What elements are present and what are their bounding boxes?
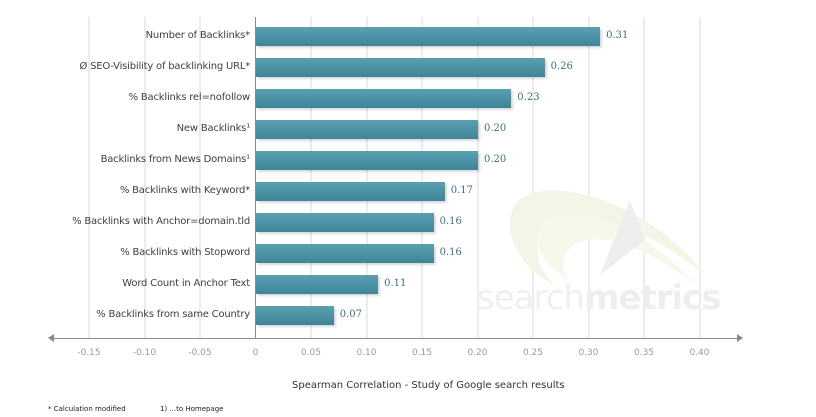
gridline xyxy=(421,17,423,338)
x-tick-label: -0.05 xyxy=(188,348,212,358)
x-tick-label: 0.15 xyxy=(411,348,433,358)
footnote-to-homepage: 1) ...to Homepage xyxy=(160,405,224,413)
category-label: Ø SEO-Visibility of backlinking URL* xyxy=(79,61,250,72)
category-label: Word Count in Anchor Text xyxy=(122,278,250,289)
bar-value-label: 0.31 xyxy=(606,30,629,41)
searchmetrics-watermark: searchmetrics xyxy=(477,278,722,318)
bar xyxy=(256,27,601,46)
bar-value-label: 0.23 xyxy=(517,92,540,103)
bar xyxy=(256,244,434,263)
category-label: % Backlinks with Anchor=domain.tld xyxy=(72,216,250,227)
x-tick-label: 0.35 xyxy=(633,348,655,358)
gridline xyxy=(643,17,645,338)
bar-value-label: 0.07 xyxy=(339,309,362,320)
category-label: % Backlinks with Keyword* xyxy=(119,185,250,196)
category-label: % Backlinks from same Country xyxy=(96,309,250,320)
zero-axis-line xyxy=(255,17,256,338)
bar xyxy=(256,89,512,108)
gridline xyxy=(587,17,590,338)
bar-value-label: 0.17 xyxy=(450,185,473,196)
bar-value-label: 0.16 xyxy=(439,216,462,227)
category-label: Number of Backlinks* xyxy=(145,30,251,41)
x-tick-label: 0.30 xyxy=(578,348,599,358)
category-label: New Backlinks¹ xyxy=(176,123,251,134)
bar-value-label: 0.26 xyxy=(550,61,573,72)
category-label: Backlinks from News Domains¹ xyxy=(100,154,251,165)
gridline xyxy=(532,17,534,338)
x-tick-label: 0.05 xyxy=(300,348,322,358)
footnote-calculation-modified: * Calculation modified xyxy=(48,405,126,413)
gridline xyxy=(199,17,201,338)
bar-value-label: 0.20 xyxy=(484,154,507,165)
gridline xyxy=(143,17,146,338)
category-label: % Backlinks rel=nofollow xyxy=(128,92,251,103)
x-axis-right-arrow-icon xyxy=(737,334,743,342)
bar-value-label: 0.20 xyxy=(484,123,507,134)
x-tick-label: 0 xyxy=(252,348,259,358)
bar xyxy=(256,151,478,170)
bar-value-label: 0.11 xyxy=(384,278,407,289)
bar xyxy=(256,120,478,139)
x-tick-label: -0.15 xyxy=(77,348,101,358)
x-tick-label: -0.10 xyxy=(132,348,157,358)
x-axis-line xyxy=(52,338,738,339)
x-axis-left-arrow-icon xyxy=(48,334,54,342)
bar xyxy=(256,58,545,77)
gridline xyxy=(310,17,312,338)
bar-value-label: 0.16 xyxy=(439,247,462,258)
x-tick-label: 0.20 xyxy=(467,348,488,358)
gridline xyxy=(476,17,479,338)
gridline xyxy=(365,17,368,338)
x-tick-label: 0.10 xyxy=(356,348,377,358)
gridline xyxy=(88,17,90,338)
x-tick-label: 0.25 xyxy=(522,348,544,358)
category-label: % Backlinks with Stopword xyxy=(120,247,250,258)
bar xyxy=(256,275,379,294)
x-tick-label: 0.40 xyxy=(689,348,710,358)
bar xyxy=(256,213,434,232)
gridline xyxy=(698,17,701,338)
bar xyxy=(256,306,334,325)
bar xyxy=(256,182,445,201)
